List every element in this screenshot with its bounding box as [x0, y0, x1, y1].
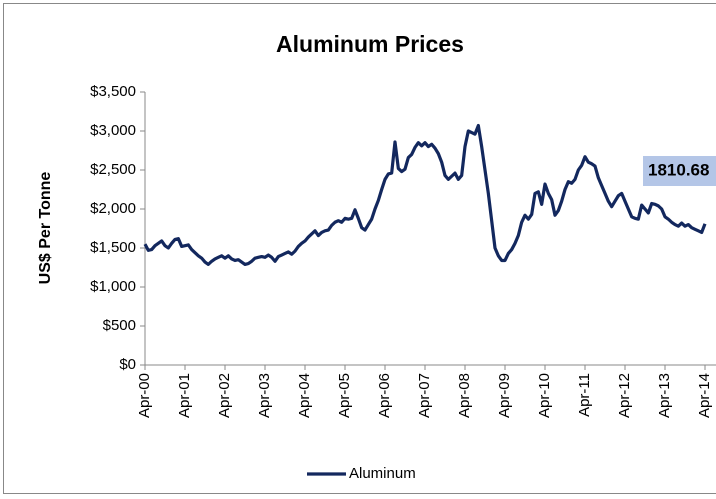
x-tick-label: Apr-03 — [256, 373, 273, 418]
y-tick-label: $3,500 — [90, 83, 136, 100]
data-label-box — [643, 156, 716, 186]
y-tick-label: $1,000 — [90, 278, 136, 295]
data-label: 1810.68 — [648, 160, 709, 179]
x-tick-label: Apr-06 — [376, 373, 393, 418]
line-series — [143, 123, 707, 266]
x-tick-label: Apr-04 — [296, 373, 313, 418]
x-tick-label: Apr-13 — [656, 373, 673, 418]
x-tick-label: Apr-05 — [336, 373, 353, 418]
chart-frame — [3, 3, 716, 494]
y-tick-label: $3,000 — [90, 122, 136, 139]
chart-title: Aluminum Prices — [276, 31, 464, 57]
y-tick-label: $500 — [103, 317, 136, 334]
y-tick-label: $0 — [119, 356, 136, 373]
x-tick-label: Apr-11 — [576, 373, 593, 417]
y-tick-label: $1,500 — [90, 239, 136, 256]
x-tick-label: Apr-12 — [616, 373, 633, 418]
x-tick-label: Apr-02 — [216, 373, 233, 418]
x-tick-label: Apr-14 — [696, 373, 713, 418]
legend-label: Aluminum — [349, 465, 416, 482]
x-tick-label: Apr-08 — [456, 373, 473, 418]
y-tick-label: $2,500 — [90, 161, 136, 178]
y-tick-label: $2,000 — [90, 200, 136, 217]
x-tick-label: Apr-10 — [536, 373, 553, 418]
x-tick-label: Apr-07 — [416, 373, 433, 418]
x-tick-label: Apr-00 — [136, 373, 153, 418]
x-tick-label: Apr-09 — [496, 373, 513, 418]
y-axis-label: US$ Per Tonne — [37, 172, 54, 285]
x-tick-label: Apr-01 — [176, 373, 193, 418]
